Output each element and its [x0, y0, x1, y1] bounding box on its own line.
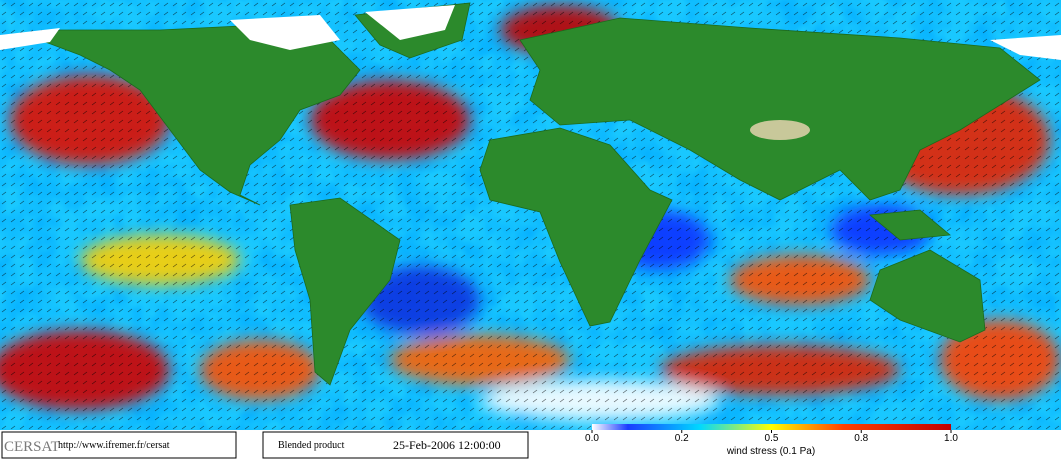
land [19, 2, 1041, 386]
product-box: Blended product 25-Feb-2006 12:00:00 [262, 431, 529, 459]
colorbar-label: wind stress (0.1 Pa) [726, 446, 815, 457]
colorbar-gradient [592, 424, 951, 430]
colorbar-tick-label: 0.2 [675, 433, 689, 444]
colorbar-tick-label: 0.0 [585, 433, 599, 444]
credit-frame [1, 431, 237, 459]
ice [0, 5, 1061, 140]
url: http://www.ifremer.fr/cersat [58, 440, 170, 451]
logo: CERSAT [4, 439, 60, 455]
date: 25-Feb-2006 12:00:00 [393, 438, 501, 452]
product: Blended product [278, 440, 345, 451]
colorbar-tick-label: 1.0 [944, 433, 958, 444]
colorbar-tick-label: 0.5 [765, 433, 779, 444]
product-frame [262, 431, 529, 459]
colorbar: wind stress (0.1 Pa) 0.0 0.2 0.5 0.8 1.0 [585, 424, 958, 457]
credit-box: CERSAT http://www.ifremer.fr/cersat [1, 431, 237, 459]
colorbar-tick-label: 0.8 [854, 433, 868, 444]
